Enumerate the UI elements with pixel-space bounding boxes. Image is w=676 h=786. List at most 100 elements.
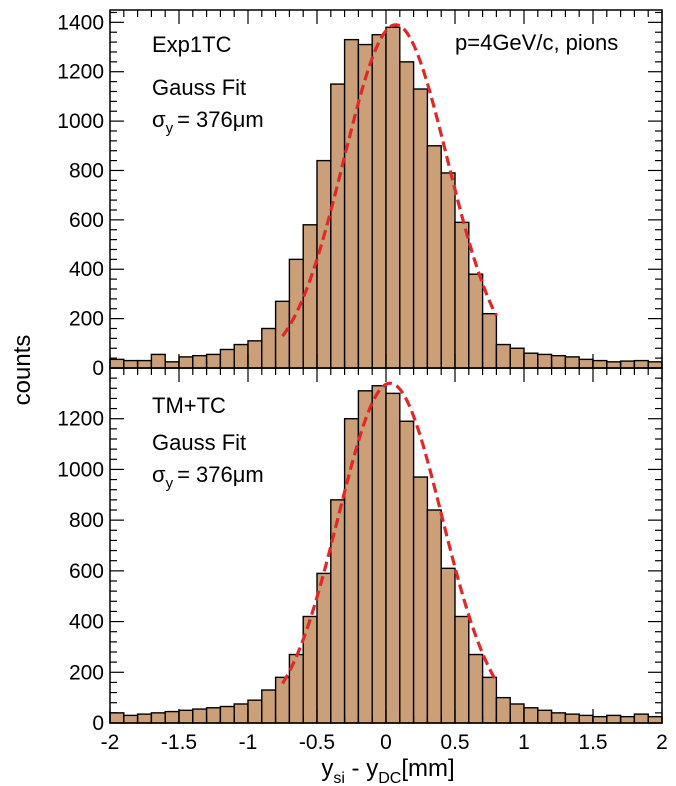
histogram-bin xyxy=(150,353,166,369)
histogram-bin xyxy=(136,359,153,369)
histogram-bin xyxy=(371,33,387,369)
histogram-bin xyxy=(468,273,484,369)
x-tick-label: 1.5 xyxy=(578,731,607,754)
histogram-bin xyxy=(412,476,429,724)
histogram-bin xyxy=(550,354,567,369)
y-tick-label: 400 xyxy=(69,611,104,634)
top-sigma-sub: y xyxy=(166,120,174,137)
histogram-bin xyxy=(399,61,415,369)
histogram-bin xyxy=(619,360,636,369)
top-panel-fit-label: Gauss Fit xyxy=(152,75,246,100)
histogram-bin xyxy=(454,221,470,369)
x-title-sub2: DC xyxy=(378,770,401,786)
histogram-bin xyxy=(219,348,235,369)
top-sigma-value: = 376μm xyxy=(177,107,264,132)
histogram-bin xyxy=(633,713,649,724)
y-tick-label: 800 xyxy=(69,159,104,182)
histogram-bin xyxy=(578,358,594,369)
histogram-bin xyxy=(481,676,498,724)
x-axis-title: ysi - yDC[mm] xyxy=(321,755,454,786)
histogram-bin xyxy=(302,615,318,724)
histogram-bin xyxy=(495,343,511,369)
histogram-bin xyxy=(523,352,539,369)
histogram-bin xyxy=(371,385,387,724)
bottom-panel-fit-label: Gauss Fit xyxy=(152,430,246,455)
y-tick-label: 400 xyxy=(69,258,104,281)
y-tick-label: 1000 xyxy=(57,110,104,133)
x-tick-label: -2 xyxy=(101,731,120,754)
histogram-bin xyxy=(123,714,139,724)
x-title-main: y xyxy=(321,755,333,782)
histogram-bin xyxy=(606,361,622,369)
y-tick-label: 1200 xyxy=(57,61,104,84)
histogram-bin xyxy=(481,312,498,369)
histogram-bin xyxy=(205,707,222,724)
bottom-panel-label: TM+TC xyxy=(152,393,226,418)
bottom-sigma-sub: y xyxy=(166,475,174,492)
histogram-bin xyxy=(233,343,249,369)
histogram-bin xyxy=(468,653,484,724)
histogram-bin xyxy=(537,353,553,369)
histogram-bin xyxy=(233,703,249,724)
y-tick-label: 200 xyxy=(69,661,104,684)
histogram-bin xyxy=(495,696,511,724)
histogram-bin xyxy=(164,710,180,724)
histogram-bin xyxy=(440,567,456,724)
histogram-bin xyxy=(261,327,277,369)
histogram-bin xyxy=(150,712,166,724)
histogram-bin xyxy=(537,709,553,724)
histogram-bin xyxy=(509,347,525,369)
histogram-bin xyxy=(564,713,580,724)
panel-bottom: 0 200 400 600 800 1000 1200 -2 -1.5 -1 -0.5 0 0.5 1 1.… xyxy=(57,367,668,754)
histogram-bin xyxy=(523,707,539,724)
x-tick-label: -0.5 xyxy=(299,731,335,754)
histogram-bin xyxy=(592,715,608,724)
histogram-bin xyxy=(109,712,125,724)
histogram-bin xyxy=(426,509,442,724)
top-panel-info: p=4GeV/c, pions xyxy=(455,30,618,55)
histogram-bin xyxy=(247,340,263,369)
bottom-sigma-value: = 376μm xyxy=(177,462,264,487)
histogram-bin xyxy=(205,353,222,369)
y-tick-label: 600 xyxy=(69,209,104,232)
x-title-unit: [mm] xyxy=(401,755,454,782)
histogram-bin xyxy=(440,172,456,369)
histogram-bin xyxy=(343,38,360,369)
histogram-bin xyxy=(412,88,429,369)
bottom-panel-sigma: σy = 376μm xyxy=(152,462,264,492)
histogram-bin xyxy=(357,390,373,724)
histogram-bin xyxy=(550,712,567,724)
histogram-bin xyxy=(164,361,180,369)
histogram-bin xyxy=(619,715,636,724)
x-tick-label: 2 xyxy=(656,731,668,754)
top-panel-label: Exp1TC xyxy=(152,32,232,57)
x-tick-label: 0.5 xyxy=(440,731,469,754)
histogram-bin xyxy=(564,356,580,369)
x-tick-label: -1.5 xyxy=(161,731,197,754)
histogram-bin xyxy=(316,572,332,724)
histogram-bin xyxy=(274,676,291,724)
histogram-bin xyxy=(178,709,194,724)
x-tick-label: -1 xyxy=(239,731,258,754)
y-tick-label: 0 xyxy=(92,357,104,380)
histogram-bin xyxy=(385,26,401,369)
bottom-sigma-symbol: σ xyxy=(152,462,166,487)
y-tick-label: 200 xyxy=(69,308,104,331)
histogram-bin xyxy=(633,359,649,369)
histogram-bin xyxy=(178,356,194,369)
histogram-bin xyxy=(192,354,208,369)
histogram-bin xyxy=(288,258,304,369)
histogram-bin xyxy=(261,689,277,724)
histogram-bin xyxy=(647,361,663,369)
top-panel-sigma: σy = 376μm xyxy=(152,107,264,137)
histogram-bin xyxy=(219,705,235,724)
top-sigma-symbol: σ xyxy=(152,107,166,132)
x-title-sub1: si xyxy=(333,770,345,786)
x-tick-label: 1 xyxy=(518,731,530,754)
histogram-bin xyxy=(647,715,663,724)
x-tick-label: 0 xyxy=(380,731,392,754)
histogram-bin xyxy=(509,703,525,724)
y-tick-label: 1200 xyxy=(57,408,104,431)
histogram-bin xyxy=(592,359,608,369)
